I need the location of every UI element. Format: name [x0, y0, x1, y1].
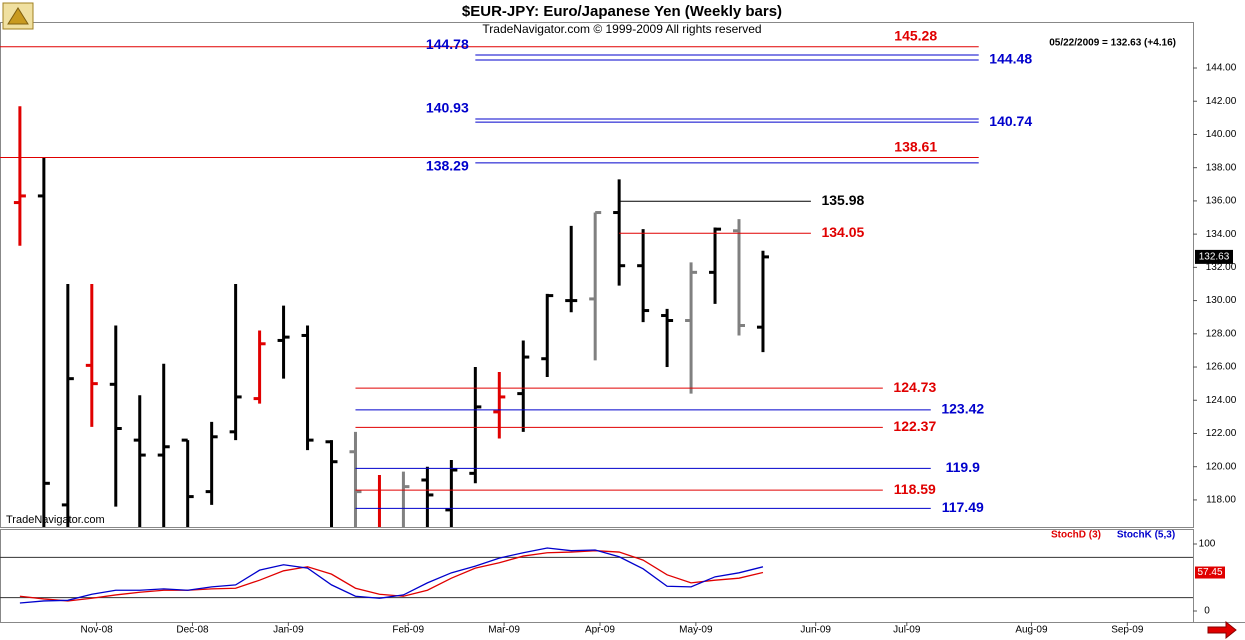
y-tick-label: 118.00	[1206, 495, 1236, 506]
x-tick-label: Dec-08	[176, 625, 209, 636]
y-tick-label: 132.00	[1206, 262, 1237, 273]
price-plot	[13, 106, 769, 527]
level-label: 140.93	[426, 100, 469, 116]
x-tick-label: Aug-09	[1015, 625, 1048, 636]
level-label: 144.78	[426, 36, 469, 52]
legend-entry: StochD (3)	[1051, 530, 1101, 541]
y-tick-label: 0	[1204, 606, 1210, 617]
y-tick-label: 140.00	[1206, 129, 1237, 140]
y-tick-label: 100	[1199, 539, 1216, 550]
x-tick-label: Apr-09	[585, 625, 615, 636]
y-tick-label: 138.00	[1206, 162, 1237, 173]
price-info: 05/22/2009 = 132.63 (+4.16)	[1049, 38, 1176, 49]
level-label: 138.61	[894, 138, 937, 154]
level-label: 134.05	[821, 224, 864, 240]
level-label: 124.73	[893, 379, 936, 395]
level-label: 119.9	[946, 459, 980, 475]
x-tick-label: Jun-09	[800, 625, 831, 636]
x-tick-label: May-09	[679, 625, 713, 636]
level-label: 144.48	[989, 51, 1032, 67]
x-tick-label: Jul-09	[893, 625, 921, 636]
stoch-line	[19, 550, 764, 602]
legend-entry: StochK (5,3)	[1117, 530, 1175, 541]
x-tick-label: Jan-09	[273, 625, 304, 636]
y-tick-label: 134.00	[1206, 229, 1237, 240]
last-value-label: 57.45	[1197, 567, 1222, 578]
y-tick-label: 130.00	[1206, 295, 1237, 306]
watermark: TradeNavigator.com	[6, 514, 105, 526]
level-label: 135.98	[821, 192, 864, 208]
x-tick-label: Mar-09	[488, 625, 520, 636]
y-tick-label: 128.00	[1206, 328, 1237, 339]
y-tick-label: 122.00	[1206, 428, 1237, 439]
logo	[2, 2, 34, 30]
y-tick-label: 142.00	[1206, 96, 1237, 107]
price-panel	[0, 22, 1194, 528]
y-tick-label: 124.00	[1206, 395, 1237, 406]
stoch-plot	[19, 547, 764, 604]
x-tick-label: Nov-08	[80, 625, 113, 636]
level-label: 122.37	[893, 418, 936, 434]
x-tick-label: Sep-09	[1111, 625, 1144, 636]
scroll-arrow[interactable]	[1207, 620, 1237, 640]
y-tick-label: 136.00	[1206, 196, 1237, 207]
y-tick-label: 126.00	[1206, 362, 1237, 373]
last-price-label: 132.63	[1199, 252, 1230, 263]
level-label: 140.74	[989, 113, 1032, 129]
stoch-line	[19, 547, 764, 604]
subtitle: TradeNavigator.com © 1999-2009 All right…	[482, 22, 761, 36]
level-label: 123.42	[941, 401, 984, 417]
last-price-box	[1195, 249, 1233, 264]
y-tick-label: 144.00	[1206, 63, 1237, 74]
last-value-box	[1195, 566, 1225, 579]
level-label: 138.29	[426, 158, 469, 174]
level-label: 117.49	[942, 499, 984, 515]
x-tick-label: Feb-09	[392, 625, 424, 636]
level-label: 118.59	[894, 481, 936, 497]
level-label: 145.28	[894, 27, 937, 43]
chart-title: $EUR-JPY: Euro/Japanese Yen (Weekly bars…	[462, 3, 782, 20]
y-tick-label: 120.00	[1206, 461, 1237, 472]
